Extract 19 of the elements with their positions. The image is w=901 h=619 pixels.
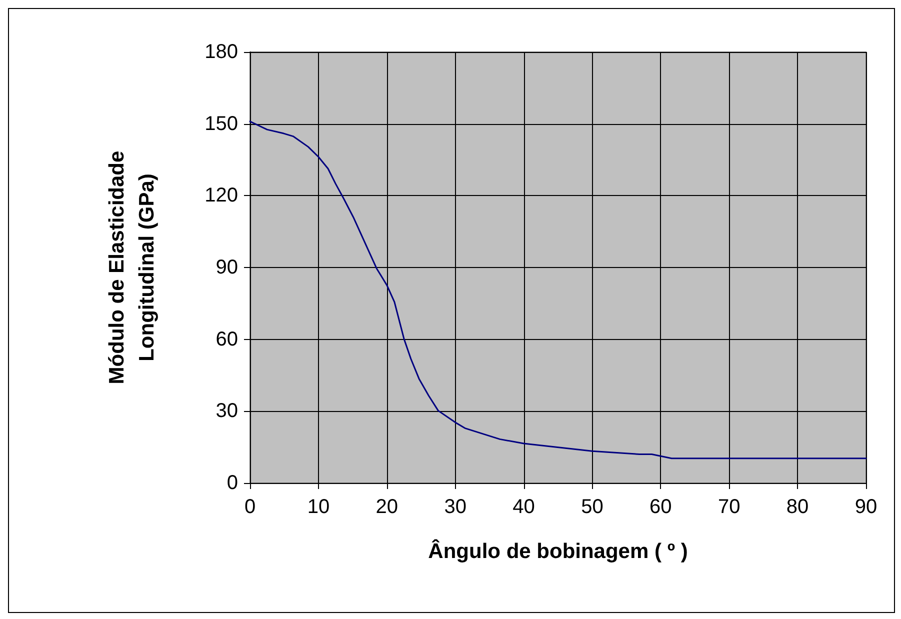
y-tick-label: 150 [204,112,238,135]
x-tick-label: 80 [786,496,809,518]
y-tick-label: 0 [226,472,238,494]
y-tick-label: 180 [204,41,238,63]
x-tick-label: 0 [244,496,256,518]
x-tick-label: 90 [854,496,878,518]
x-tick-label: 70 [718,496,740,518]
x-tick-label: 50 [581,496,604,518]
y-tick-label: 120 [204,184,238,207]
y-tick-label: 30 [216,400,238,422]
y-tick-label: 60 [216,328,238,350]
x-tick-label: 60 [650,496,672,518]
x-axis-title: Ângulo de bobinagem ( º ) [428,539,688,563]
y-tick-label: 90 [216,256,238,278]
x-tick-label: 10 [307,496,330,518]
x-tick-label: 40 [512,496,535,518]
x-tick-label: 30 [444,496,466,518]
y-axis-title: Módulo de Elasticidade Longitudinal (GPa) [106,150,158,384]
x-tick-label: 20 [376,496,398,518]
